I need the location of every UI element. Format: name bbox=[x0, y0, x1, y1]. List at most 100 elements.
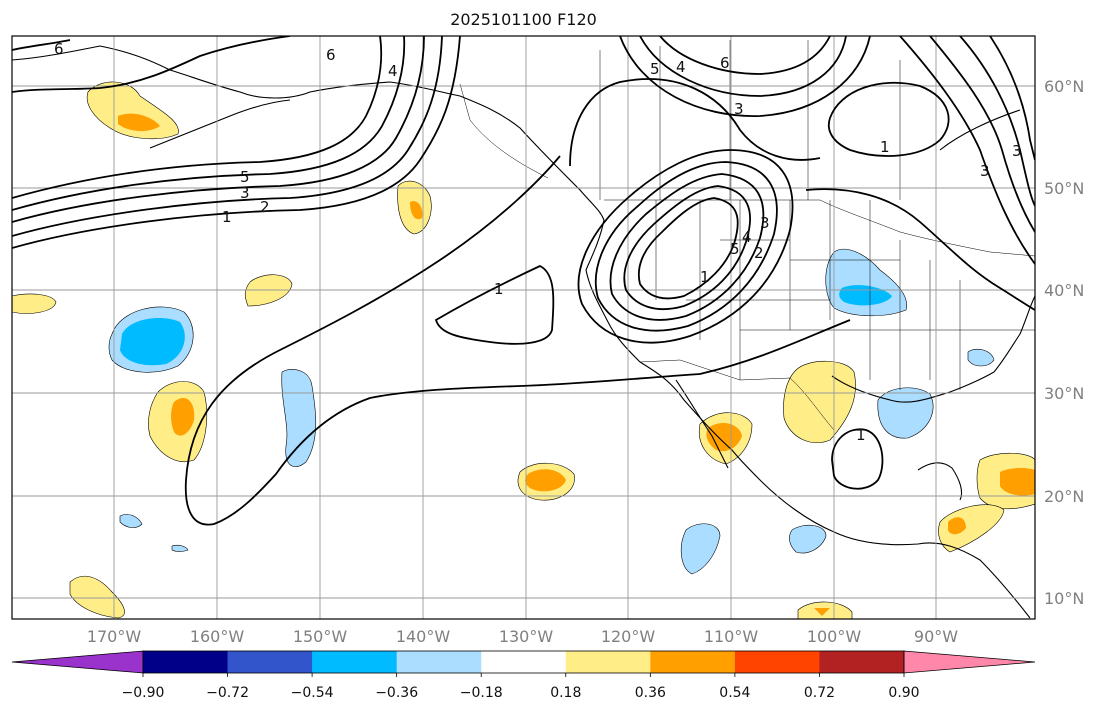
latitude-label: 50°N bbox=[1044, 179, 1084, 198]
colorbar-tick-label: −0.18 bbox=[460, 685, 503, 701]
positive-anomaly-baja-core bbox=[706, 422, 742, 452]
colorbar-extend-max bbox=[903, 650, 1036, 674]
contour-trough-4 bbox=[623, 185, 751, 310]
longitude-label: 150°W bbox=[293, 627, 348, 646]
negative-anomaly-west-pacific-1 bbox=[119, 514, 143, 528]
longitude-label: 160°W bbox=[190, 627, 245, 646]
contour-west-2 bbox=[12, 36, 443, 237]
map-frame bbox=[11, 35, 1036, 620]
colorbar-segment bbox=[312, 651, 398, 673]
negative-anomaly-tropical-2 bbox=[789, 524, 827, 554]
contour-trough-3 bbox=[609, 173, 765, 321]
contour-arc-ne bbox=[569, 78, 821, 167]
negative-anomaly-hawaii-ne bbox=[281, 369, 317, 467]
contour-label: 6 bbox=[54, 40, 64, 58]
us-mexico-border bbox=[639, 359, 835, 431]
positive-anomaly-north-pacific bbox=[12, 293, 57, 314]
contour-label: 5 bbox=[730, 240, 740, 258]
colorbar-tick-label: 0.18 bbox=[550, 685, 581, 701]
contour-east-1 bbox=[805, 188, 1035, 311]
colorbar-tick-label: 0.90 bbox=[888, 685, 919, 701]
colorbar-tick-label: 0.72 bbox=[804, 685, 835, 701]
contour-label: 3 bbox=[734, 100, 744, 118]
contour-trough-1 bbox=[577, 149, 794, 344]
us-west-coast bbox=[585, 219, 641, 363]
latitude-label: 20°N bbox=[1044, 487, 1084, 506]
colorbar-segment bbox=[143, 651, 229, 673]
contour-label: 1 bbox=[222, 208, 232, 226]
contour-north-ridge-3 bbox=[619, 36, 871, 117]
latitude-labels: 60°N 50°N 40°N 30°N 20°N 10°N bbox=[1044, 77, 1084, 608]
positive-anomaly-gulf-ak-core bbox=[410, 201, 423, 220]
hudson-coast bbox=[939, 109, 1021, 151]
contour-west-1 bbox=[12, 36, 461, 249]
contour-trough-2 bbox=[594, 161, 778, 332]
contour-north-ridge-2 bbox=[639, 36, 847, 97]
contour-label: 4 bbox=[742, 228, 752, 246]
contour-north-ridge-1 bbox=[659, 36, 831, 75]
contour-label: 3 bbox=[760, 214, 770, 232]
contour-label: 5 bbox=[650, 60, 660, 78]
latitude-label: 40°N bbox=[1044, 281, 1084, 300]
contour-east-3 bbox=[929, 36, 1035, 233]
positive-anomaly-texas bbox=[783, 360, 856, 444]
contour-west-7 bbox=[12, 39, 71, 51]
contour-gulf-closed bbox=[831, 428, 884, 490]
positive-anomaly-central-america bbox=[938, 504, 1005, 553]
positive-anomaly-caribbean-core bbox=[1000, 468, 1035, 496]
contour-pacific-loop bbox=[184, 155, 851, 526]
positive-anomaly-central-america-core bbox=[948, 517, 966, 535]
yucatan-coast bbox=[917, 462, 963, 501]
colorbar-tick-label: 0.54 bbox=[719, 685, 750, 701]
negative-anomaly-tropical-1 bbox=[680, 523, 721, 575]
latitude-label: 30°N bbox=[1044, 384, 1084, 403]
latitude-label: 10°N bbox=[1044, 589, 1084, 608]
baja-mexico-coast bbox=[639, 361, 1031, 619]
positive-anomaly-subtropical-core bbox=[525, 469, 566, 492]
positive-anomaly-alaska-core bbox=[118, 113, 160, 132]
east-coast bbox=[993, 295, 1035, 373]
coastlines bbox=[12, 45, 1035, 619]
positive-anomaly-central-pacific-core bbox=[171, 398, 195, 436]
gulf-coast bbox=[831, 371, 995, 403]
contour-label: 6 bbox=[326, 46, 336, 64]
contour-west-3 bbox=[12, 36, 425, 223]
anomaly-fills bbox=[12, 81, 1035, 619]
longitude-label: 120°W bbox=[601, 627, 656, 646]
canada-province-lines bbox=[599, 40, 901, 200]
contour-label: 4 bbox=[388, 62, 398, 80]
contour-label: 2 bbox=[754, 244, 764, 262]
negative-anomaly-west-pacific-2 bbox=[171, 544, 189, 552]
contour-label: 3 bbox=[980, 162, 990, 180]
colorbar-segment bbox=[227, 651, 313, 673]
contour-west-5 bbox=[12, 36, 383, 199]
contour-label: 4 bbox=[676, 58, 686, 76]
aleutian-islands bbox=[149, 99, 291, 149]
contour-label-layer: 6 5 4 6 3 1 5 3 2 1 1 5 3 4 3 2 4 1 6 3 … bbox=[54, 40, 1022, 444]
contour-label: 3 bbox=[1012, 142, 1022, 160]
colorbar-segment bbox=[650, 651, 736, 673]
longitude-label: 100°W bbox=[807, 627, 862, 646]
colorbar-tick-label: −0.54 bbox=[291, 685, 334, 701]
colorbar-segment bbox=[734, 651, 820, 673]
contour-lines bbox=[12, 36, 1035, 526]
alaska-coast bbox=[12, 45, 605, 221]
longitude-label: 90°W bbox=[914, 627, 958, 646]
colorbar-segment bbox=[481, 651, 567, 673]
longitude-label: 170°W bbox=[87, 627, 142, 646]
colorbar-segment bbox=[819, 651, 905, 673]
contour-west-6 bbox=[12, 36, 291, 93]
contour-label: 1 bbox=[700, 268, 710, 286]
contour-trough-5 bbox=[638, 197, 739, 300]
positive-anomaly-southwest bbox=[69, 575, 125, 619]
canada-us-border bbox=[604, 199, 1035, 257]
alaska-canada-border bbox=[459, 83, 549, 179]
contour-label: 1 bbox=[856, 426, 866, 444]
longitude-label: 110°W bbox=[704, 627, 759, 646]
political-borders bbox=[459, 40, 1035, 431]
map-title: 2025101100 F120 bbox=[450, 10, 597, 29]
contour-label: 6 bbox=[720, 54, 730, 72]
longitude-label: 130°W bbox=[499, 627, 554, 646]
colorbar-frame bbox=[142, 650, 905, 674]
